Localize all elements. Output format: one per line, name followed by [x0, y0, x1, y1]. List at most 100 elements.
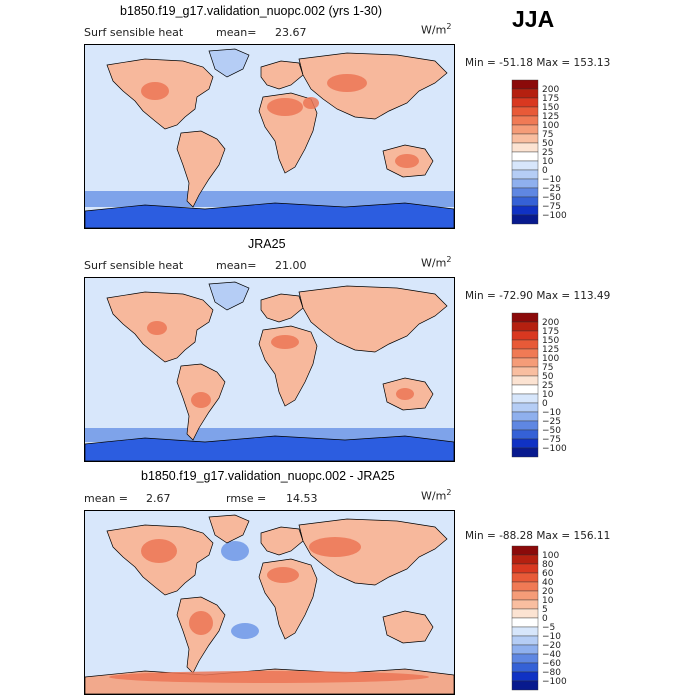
panel-model-min-label: Min = [465, 57, 496, 69]
colorbar-swatch [511, 178, 539, 189]
colorbar-swatch [511, 429, 539, 440]
colorbar-swatch [511, 115, 539, 126]
panel-obs-title: JRA25 [248, 237, 286, 251]
colorbar-tick-label: 200 [542, 85, 559, 95]
colorbar-swatch [511, 321, 539, 332]
colorbar-tick-label: 60 [542, 569, 554, 579]
colorbar-swatch [511, 330, 539, 341]
colorbar-swatch [511, 97, 539, 108]
colorbar-swatch [511, 608, 539, 619]
europe [260, 60, 304, 90]
panel-model-max-label: Max = [536, 57, 571, 69]
panel-model-max-value: 153.13 [573, 57, 611, 69]
colorbar-swatch [511, 133, 539, 144]
colorbar-swatch [511, 572, 539, 583]
hot-spot-sahara [267, 98, 303, 116]
panel-diff-mean-label: mean = [84, 492, 128, 505]
colorbar-swatch [511, 169, 539, 180]
antarctica [85, 435, 454, 461]
colorbar-tick-label: −50 [542, 193, 561, 203]
colorbar-swatch [511, 447, 539, 458]
greenland [208, 514, 250, 544]
colorbar-swatch [511, 339, 539, 350]
colorbar-swatch [511, 88, 539, 99]
panel-diff-min-label: Min = [465, 530, 496, 542]
colorbar-swatch [511, 151, 539, 162]
colorbar-swatch [511, 205, 539, 216]
panel-obs-map [84, 277, 455, 462]
colorbar-swatch [511, 644, 539, 655]
panel-diff-colorbar: 100 80 60 40 20 10 5 0 −5 −10 −20 −40 −60 −80 −100 [511, 545, 572, 694]
colorbar-swatch [511, 196, 539, 207]
colorbar-tick-label: −100 [542, 211, 567, 221]
panel-diff-min-value: -88.28 [499, 530, 533, 542]
panel-model-units: W/m2 [421, 22, 452, 37]
hot-spot-sahara [271, 335, 299, 349]
colorbar-tick-label: 50 [542, 372, 554, 382]
cool-band-southern-ocean [85, 191, 454, 207]
hot-spot-australia [396, 388, 414, 400]
south-america [176, 130, 226, 208]
colorbar-tick-label: −10 [542, 408, 561, 418]
colorbar-tick-label: −100 [542, 677, 567, 687]
hot-spot-southwest-us [141, 82, 169, 100]
colorbar-tick-label: 10 [542, 390, 554, 400]
panel-diff-map [84, 510, 455, 695]
asia [298, 52, 448, 120]
colorbar-swatch [511, 545, 539, 556]
hot-spot-arabia [303, 97, 319, 109]
panel-model-minmax: Min = -51.18 Max = 153.13 [465, 57, 610, 69]
colorbar-tick-label: −80 [542, 668, 561, 678]
panel-diff-units: W/m2 [421, 488, 452, 503]
hot-spot-sahara [267, 567, 299, 583]
colorbar-swatch [511, 348, 539, 359]
colorbar-tick-label: −100 [542, 444, 567, 454]
colorbar-swatch [511, 635, 539, 646]
colorbar-swatch [511, 599, 539, 610]
panel-obs-variable: Surf sensible heat [84, 259, 184, 272]
colorbar-swatch [511, 590, 539, 601]
panel-diff-max-label: Max = [536, 530, 571, 542]
cool-patch-south-atlantic [231, 623, 259, 639]
colorbar-swatch [511, 554, 539, 565]
colorbar-tick-label: 100 [542, 551, 559, 561]
hot-spot-eurasia [309, 537, 361, 557]
panel-diff-minmax: Min = -88.28 Max = 156.11 [465, 530, 610, 542]
hot-spot-north-america [141, 539, 177, 563]
colorbar-swatch [511, 366, 539, 377]
colorbar-swatch [511, 617, 539, 628]
colorbar-tick-label: 20 [542, 587, 554, 597]
colorbar-swatch [511, 680, 539, 691]
panel-model-title: b1850.f19_g17.validation_nuopc.002 (yrs … [120, 4, 382, 18]
panel-model-variable: Surf sensible heat [84, 26, 184, 39]
colorbar-swatch [511, 214, 539, 225]
colorbar-tick-label: 0 [542, 166, 548, 176]
colorbar-tick-label: 25 [542, 148, 553, 158]
hot-spot-southwest-us [147, 321, 167, 335]
panel-model-mean-value: 23.67 [275, 26, 307, 39]
colorbar-tick-label: 25 [542, 381, 553, 391]
colorbar-tick-label: 150 [542, 103, 559, 113]
colorbar-tick-label: 125 [542, 112, 559, 122]
hot-spot-southern-ocean [109, 671, 429, 683]
panel-obs-units: W/m2 [421, 255, 452, 270]
colorbar-tick-label: 125 [542, 345, 559, 355]
colorbar-tick-label: 75 [542, 130, 553, 140]
asia [298, 285, 448, 353]
colorbar-tick-label: 0 [542, 399, 548, 409]
colorbar-tick-label: −10 [542, 175, 561, 185]
colorbar-tick-label: 175 [542, 327, 559, 337]
australia [382, 610, 434, 644]
asia [298, 518, 448, 586]
colorbar-tick-label: 50 [542, 139, 554, 149]
colorbar-tick-label: 10 [542, 596, 554, 606]
colorbar-swatch [511, 653, 539, 664]
panel-obs-mean-label: mean= [216, 259, 257, 272]
season-label: JJA [512, 6, 555, 32]
colorbar-swatch [511, 187, 539, 198]
colorbar-tick-label: 75 [542, 363, 553, 373]
colorbar-tick-label: 0 [542, 614, 548, 624]
colorbar-swatch [511, 662, 539, 673]
panel-diff-rmse-value: 14.53 [286, 492, 318, 505]
colorbar-swatch [511, 124, 539, 135]
